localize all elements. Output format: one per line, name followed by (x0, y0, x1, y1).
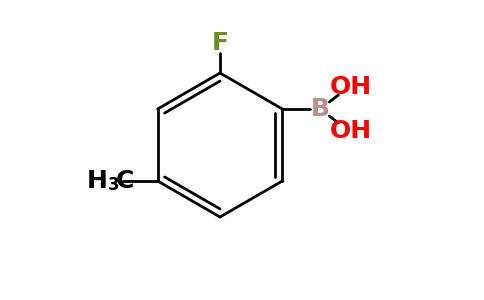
Text: 3: 3 (107, 176, 119, 194)
Text: F: F (212, 31, 228, 55)
Text: C: C (116, 169, 134, 193)
Text: B: B (311, 97, 330, 121)
Text: H: H (87, 169, 107, 193)
Text: OH: OH (329, 75, 371, 99)
Text: OH: OH (329, 119, 371, 143)
